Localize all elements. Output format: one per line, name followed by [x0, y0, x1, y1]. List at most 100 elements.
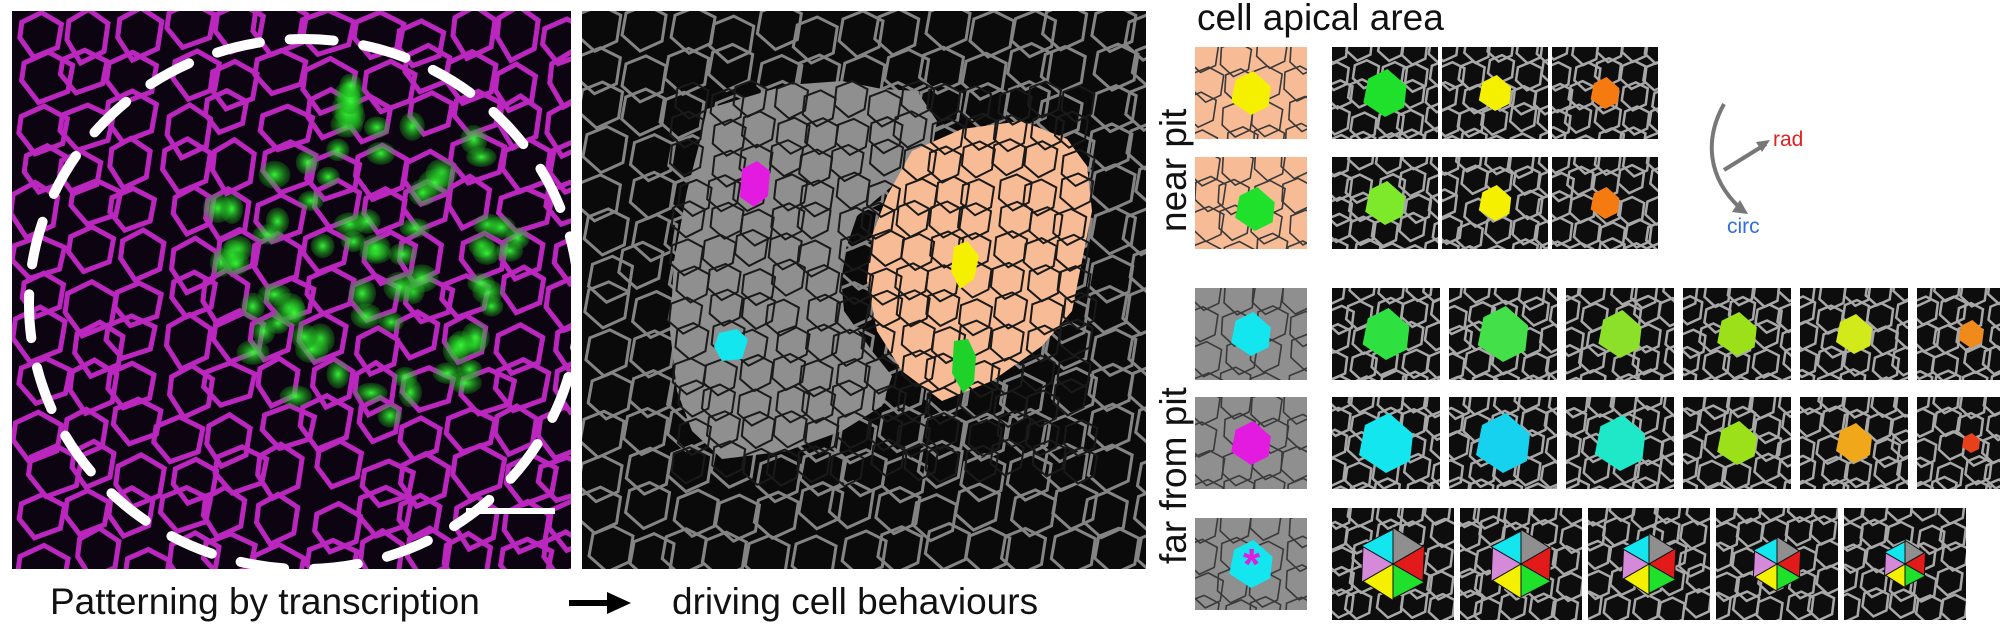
- membrane-cell: [16, 491, 68, 541]
- segment-cell: [991, 138, 1027, 177]
- segment-cell: [1060, 148, 1096, 188]
- membrane-cell: [107, 185, 158, 234]
- outline-cell: [713, 493, 762, 543]
- segment-cell: [708, 288, 744, 327]
- outline-cell: [1090, 327, 1138, 378]
- outline-cell: [798, 447, 846, 497]
- green-nucleus: [316, 166, 340, 188]
- membrane-cell: [541, 529, 571, 569]
- outline-cell: [968, 11, 1016, 59]
- tracked-cell: [1598, 310, 1642, 358]
- outline-cell: [623, 480, 672, 531]
- tracked-cell: [1363, 69, 1407, 117]
- far-ref-tile-3: *: [1195, 518, 1307, 610]
- segment-cell: [740, 267, 777, 307]
- segment-cell: [740, 410, 776, 450]
- outline-cell: [620, 87, 668, 137]
- segment-cell: [1052, 378, 1088, 417]
- membrane-cell: [57, 102, 116, 153]
- outline-cell: [1125, 123, 1146, 171]
- green-nucleus: [291, 323, 317, 350]
- outline-cell: [1135, 534, 1146, 569]
- segment-cell: [989, 438, 1025, 477]
- outline-cell: [1089, 206, 1138, 256]
- membrane-cell: [117, 227, 167, 284]
- segment-cell: [926, 83, 962, 122]
- outline-cell: [582, 80, 625, 130]
- outline-cell: [628, 132, 677, 183]
- tracked-cell: [1365, 181, 1405, 225]
- outline-cell: [840, 529, 888, 569]
- tracked-cell: [1231, 312, 1271, 356]
- outline-cell: [629, 329, 677, 379]
- outline-cell: [620, 11, 668, 53]
- green-nucleus: [466, 147, 497, 168]
- segment-cell: [989, 323, 1025, 362]
- outline-cell: [708, 14, 756, 64]
- transcription-image-svg: [12, 11, 571, 569]
- membrane-cell: [19, 270, 67, 320]
- segment-cell: [868, 138, 905, 177]
- segment-cell: [705, 410, 742, 449]
- tracked-cell: [1962, 433, 1980, 453]
- membrane-cell: [492, 61, 539, 114]
- segment-cell: [839, 266, 875, 306]
- far-tile-1-3: [1566, 288, 1674, 380]
- membrane-cell: [105, 360, 157, 411]
- membrane-cell: [314, 438, 365, 490]
- outline-cell: [1121, 207, 1146, 257]
- segment-cell: [706, 262, 742, 302]
- segment-cell: [671, 357, 707, 396]
- segment-cell: [925, 288, 961, 328]
- membrane-cell: [106, 485, 156, 540]
- segment-cell: [957, 85, 993, 124]
- green-nucleus: [359, 234, 391, 261]
- tracked-cell: [1231, 71, 1271, 115]
- segment-cell: [959, 178, 996, 217]
- segment-cell: [860, 323, 896, 362]
- segment-cell: [677, 178, 713, 218]
- segment-cell: [804, 416, 840, 456]
- segment-cell: [798, 359, 834, 398]
- outline-cell: [586, 371, 634, 421]
- outline-cell: [1130, 45, 1146, 87]
- tracked-cell: [1476, 413, 1530, 473]
- tracked-cell: [1717, 312, 1757, 356]
- outline-cell: [583, 280, 631, 330]
- membrane-cell: [495, 186, 555, 235]
- membrane-cell: [547, 49, 571, 111]
- segment-cell: [773, 173, 809, 212]
- outline-cell: [582, 453, 624, 504]
- membrane-cell: [398, 450, 452, 510]
- membrane-cell: [539, 16, 571, 67]
- membrane-cell: [166, 362, 216, 421]
- apical-area-title: cell apical area: [1197, 0, 1444, 38]
- segment-cell: [866, 89, 903, 128]
- segment-cell: [740, 291, 777, 331]
- segment-cell: [829, 449, 865, 488]
- segment-cell: [989, 261, 1025, 301]
- segment-cell: [1027, 80, 1063, 119]
- outline-cell: [1134, 165, 1146, 203]
- membrane-cell: [535, 404, 571, 462]
- segment-cell: [903, 443, 939, 482]
- outline-cell: [1128, 248, 1146, 294]
- segment-cell: [929, 117, 965, 156]
- membrane-cell: [443, 406, 498, 455]
- outline-cell: [666, 444, 714, 494]
- green-nucleus: [340, 231, 366, 253]
- segment-cell: [770, 202, 806, 241]
- membrane-cell: [200, 484, 248, 541]
- segment-cell: [935, 175, 971, 214]
- near-tile-2-2: [1442, 157, 1548, 249]
- segment-cell: [732, 79, 768, 119]
- far-tile-2-1: [1332, 397, 1440, 489]
- segment-cell: [835, 410, 871, 450]
- segment-cell: [739, 353, 775, 393]
- membrane-cell: [396, 492, 443, 542]
- outline-cell: [672, 488, 720, 538]
- outline-cell: [962, 81, 1010, 132]
- green-nucleus: [377, 403, 403, 428]
- far-tile-2-3: [1566, 397, 1674, 489]
- outline-cell: [1087, 402, 1135, 452]
